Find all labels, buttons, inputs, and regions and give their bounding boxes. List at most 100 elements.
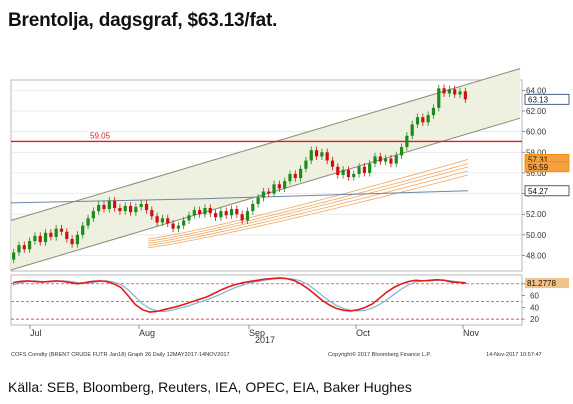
candle [182,220,186,226]
candle [293,173,297,179]
candle [113,200,117,209]
trend-channel-area [11,68,520,270]
price-tick-label: 62.00 [526,107,547,116]
candle [325,152,329,161]
candle [229,209,234,216]
candle [97,204,101,212]
price-axis: 48.0050.0052.0054.0056.0058.0060.0062.00… [522,86,547,261]
candle [192,210,196,216]
bloomberg-copyright: Copyright© 2017 Bloomberg Finance L.P. [328,351,431,358]
candle [144,203,149,211]
candle [352,173,356,178]
candle [362,166,366,173]
candle [33,235,37,242]
candle [299,168,303,179]
candle [421,117,425,123]
candle [320,152,324,157]
x-year-label: 2017 [255,335,275,345]
oscillator-grid [11,283,522,320]
moving-average-ribbon-line [148,166,469,244]
candle [75,234,80,245]
candle [304,160,308,169]
price-tick-label: 64.00 [526,86,547,95]
candle [38,235,42,243]
candle [283,181,287,189]
candle [65,231,69,239]
candle [49,232,53,237]
candle [118,208,122,212]
price-badge-label: 63.13 [528,95,549,104]
page-title: Brentolja, dagsgraf, $63.13/fat. [8,10,278,31]
candle [17,245,21,253]
price-badge-label: 54.27 [528,187,549,196]
candle [245,211,250,221]
channel-lower-line [10,117,521,271]
oscillator-d-line [12,277,467,313]
price-tick-label: 58.00 [526,148,547,157]
x-tick-label: Sep [249,328,265,338]
candle [27,241,32,250]
price-tick-label: 56.00 [526,169,547,178]
x-tick-label: Aug [139,328,155,338]
moving-average-ribbon-line [148,159,469,240]
price-badge [524,93,570,105]
candle [150,210,154,217]
candle [70,238,74,245]
candle [155,216,159,223]
candle [463,91,467,100]
candle [102,204,106,210]
candle [261,191,266,198]
resistance-label: 59.05 [90,131,111,140]
price-tick-label: 52.00 [526,210,547,219]
candle [394,155,398,164]
candle [378,156,382,162]
candle [453,89,457,95]
channel-upper-line [10,68,521,221]
candle [171,223,175,229]
candle [219,211,223,218]
price-badge-label: 56.59 [528,163,549,172]
candle [198,210,202,215]
candle [128,205,133,213]
candle [91,211,95,219]
candle [235,209,239,215]
candle [251,203,255,212]
x-tick-label: Nov [463,328,480,338]
candle [12,252,16,260]
candle [224,211,228,216]
price-badge [524,185,570,197]
candlestick-series [12,84,467,264]
candle [431,107,436,116]
candle [442,88,446,94]
candle [330,160,335,167]
candle [176,225,180,229]
candle [314,150,319,157]
candle [187,215,191,221]
oscillator-badge-label: 81.2778 [527,279,556,288]
candle [373,156,377,164]
candle [139,203,143,207]
price-tick-label: 50.00 [526,231,547,240]
candle [240,214,244,221]
candle [341,169,345,175]
candle [288,173,292,182]
oscillator-panel [10,274,523,326]
candle [368,163,372,173]
moving-average-ribbon [148,159,469,249]
oscillator-badges: 81.2778 [525,278,569,289]
candle [277,184,281,189]
candle [437,88,441,108]
candle [203,208,207,215]
price-tick-label: 48.00 [526,252,547,261]
moving-average-ribbon-line [148,170,469,246]
source-note: Källa: SEB, Bloomberg, Reuters, IEA, OPE… [8,379,412,395]
bloomberg-series-label: COFS Comdty (BRENT CRUDE FUTR Jan18) Gra… [11,352,230,358]
candle [22,245,26,250]
x-tick-label: Jul [30,328,42,338]
candle [346,169,351,178]
oscillator-k-line [12,277,467,313]
candle [272,184,276,194]
candle [357,166,361,174]
x-tick-label: Oct [356,328,371,338]
